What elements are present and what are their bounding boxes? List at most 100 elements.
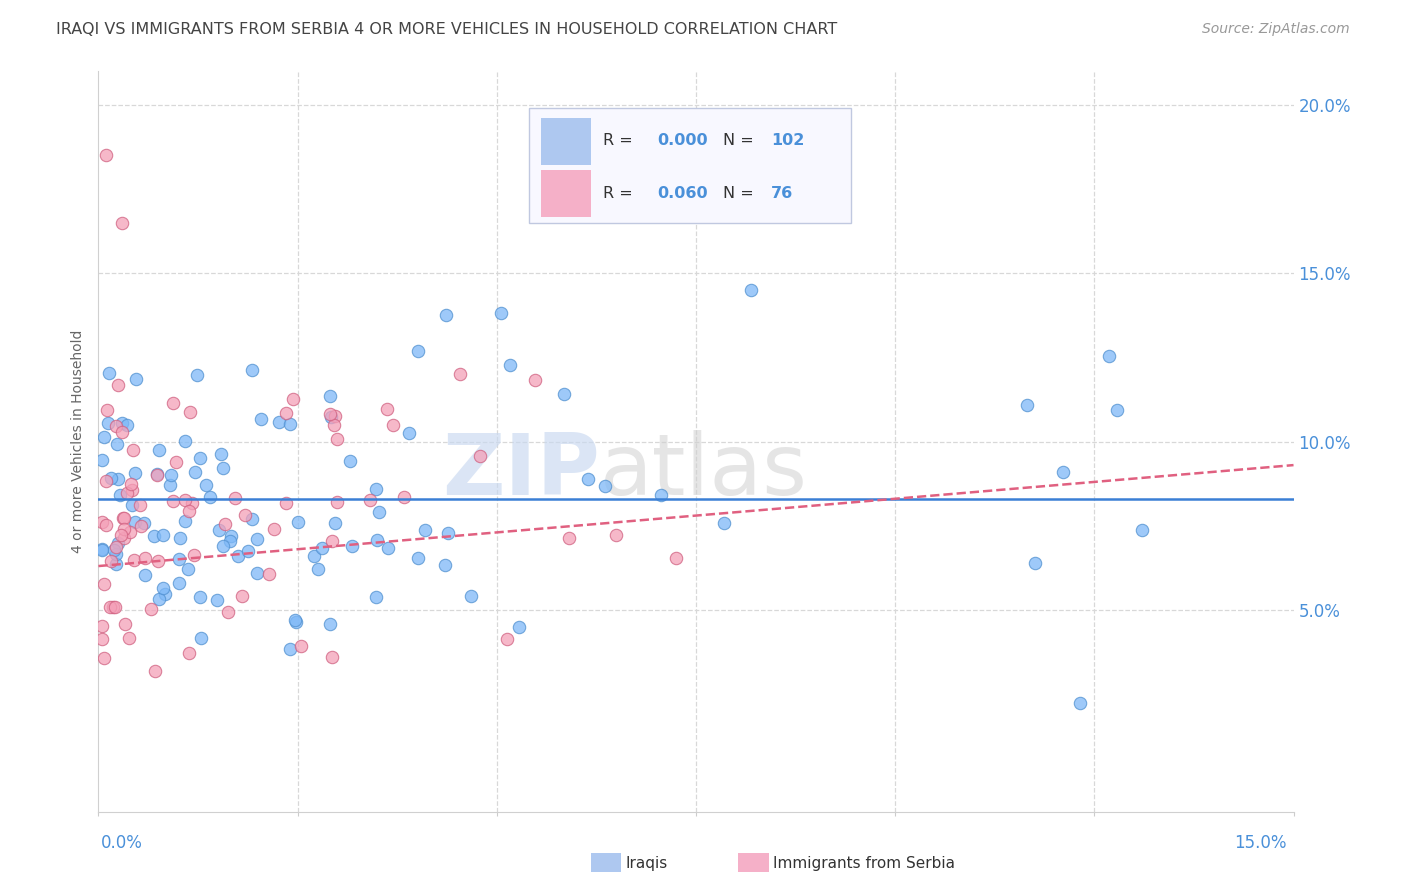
Point (181, 496, 204, 510)
Point (246, 532, 269, 546)
Point (381, 417, 404, 432)
Point (112, 523, 135, 537)
Point (143, 664, 166, 678)
Point (246, 566, 269, 580)
Point (364, 483, 387, 497)
Point (377, 541, 399, 556)
Point (665, 551, 688, 566)
Point (98, 600, 121, 615)
Point (103, 542, 125, 557)
Point (219, 529, 242, 543)
Point (98, 366, 121, 380)
FancyBboxPatch shape (529, 109, 852, 223)
Point (259, 566, 281, 581)
Point (165, 454, 187, 468)
Point (231, 589, 253, 603)
Point (110, 527, 132, 541)
Point (319, 389, 342, 403)
Point (96, 403, 118, 417)
Text: 0.060: 0.060 (658, 186, 709, 201)
Point (489, 306, 512, 320)
Point (1024, 557, 1046, 571)
Point (162, 396, 184, 410)
Point (190, 631, 212, 645)
Point (173, 493, 195, 508)
Point (115, 486, 138, 500)
Point (186, 368, 208, 382)
Point (183, 548, 205, 562)
Point (415, 523, 437, 537)
Text: 0.000: 0.000 (658, 134, 709, 148)
Point (104, 600, 127, 615)
Point (1107, 403, 1129, 417)
Point (290, 639, 312, 653)
Point (141, 602, 163, 616)
Point (242, 512, 264, 526)
Point (93, 651, 115, 665)
Point (208, 524, 231, 538)
Point (284, 613, 307, 627)
Point (392, 490, 415, 504)
Point (267, 415, 290, 429)
Point (195, 478, 218, 492)
Point (146, 468, 169, 483)
Point (240, 363, 263, 377)
Point (179, 404, 201, 418)
Point (188, 590, 211, 604)
Text: ZIP: ZIP (443, 430, 600, 513)
Point (107, 472, 129, 486)
Point (1015, 398, 1038, 412)
Point (179, 646, 201, 660)
Point (91, 452, 114, 467)
Point (129, 519, 152, 533)
Point (576, 472, 599, 486)
Point (1052, 465, 1074, 479)
Point (1069, 696, 1091, 710)
Point (209, 447, 232, 461)
Point (100, 554, 122, 568)
Text: 102: 102 (772, 134, 804, 148)
Point (146, 554, 169, 568)
Point (449, 368, 471, 382)
Point (319, 409, 342, 424)
Point (366, 533, 388, 547)
Point (118, 632, 141, 646)
Text: 15.0%: 15.0% (1234, 834, 1286, 852)
Point (148, 442, 170, 457)
Point (110, 488, 132, 502)
Point (105, 437, 128, 451)
Point (128, 499, 150, 513)
Point (406, 343, 429, 358)
Point (287, 516, 309, 530)
Point (100, 471, 122, 485)
Point (111, 425, 134, 439)
Text: R =: R = (603, 186, 638, 201)
Point (120, 477, 142, 491)
Point (558, 531, 581, 545)
Text: 76: 76 (772, 186, 793, 201)
Point (278, 641, 301, 656)
Point (97, 416, 120, 430)
Point (114, 616, 136, 631)
Point (125, 372, 148, 386)
FancyBboxPatch shape (541, 118, 591, 165)
Y-axis label: 4 or more Vehicles in Household: 4 or more Vehicles in Household (72, 330, 86, 553)
Point (112, 531, 135, 545)
Point (508, 620, 530, 634)
Point (274, 406, 297, 420)
Point (460, 590, 482, 604)
Point (104, 540, 127, 554)
Point (153, 586, 176, 600)
Point (523, 373, 546, 387)
Point (224, 491, 246, 505)
Point (112, 511, 135, 525)
Point (94, 518, 117, 533)
Point (167, 552, 190, 566)
Point (436, 526, 458, 541)
Point (107, 377, 129, 392)
Point (198, 490, 221, 504)
Point (146, 467, 169, 481)
Point (159, 478, 181, 492)
Point (250, 412, 273, 426)
Point (91, 543, 114, 558)
